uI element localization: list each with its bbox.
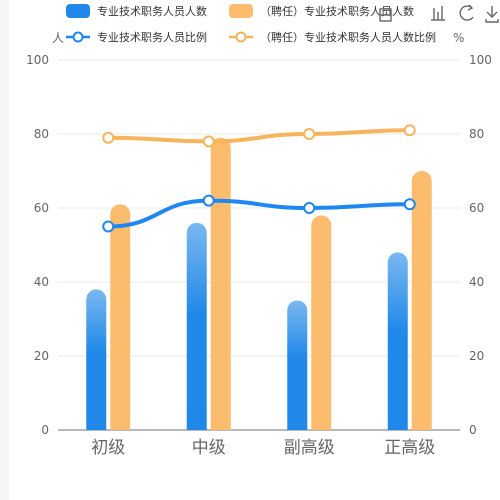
bar-series-1-3[interactable] xyxy=(411,171,432,430)
legend-label: （聘任）专业技术职务人员人数比例 xyxy=(260,30,436,44)
bar-series-0-0[interactable] xyxy=(86,289,107,430)
x-axis-category-label: 中级 xyxy=(192,438,226,458)
right-axis-tick-label: 20 xyxy=(469,349,484,363)
legend-item-series-1[interactable]: （聘任）专业技术职务人员人数 xyxy=(229,4,414,18)
right-axis-tick-label: 80 xyxy=(469,127,484,141)
legend-swatch xyxy=(229,4,253,18)
legend-label: （聘任）专业技术职务人员人数 xyxy=(260,4,414,18)
left-axis-tick-label: 20 xyxy=(34,349,49,363)
line-point-1-0[interactable] xyxy=(102,131,115,144)
bar-series-0-1[interactable] xyxy=(186,222,207,430)
legend-label: 专业技术职务人员人数 xyxy=(97,4,207,18)
left-axis-ticks: 0 20 40 60 80 100 xyxy=(26,53,49,437)
left-axis-tick-label: 60 xyxy=(34,201,49,215)
bar-chart-icon[interactable] xyxy=(431,6,445,21)
line-series-0[interactable] xyxy=(106,198,412,229)
left-axis-tick-label: 0 xyxy=(41,423,49,437)
line-point-1-2[interactable] xyxy=(303,128,316,140)
download-icon[interactable] xyxy=(485,6,499,23)
line-point-0-1[interactable] xyxy=(202,194,215,207)
bar-series-0-2[interactable] xyxy=(287,300,308,431)
legend: 专业技术职务人员人数 （聘任）专业技术职务人员人数 专业技术职务人员比例 （聘任… xyxy=(66,4,436,44)
line-point-0-2[interactable] xyxy=(303,202,316,214)
line-point-1-1[interactable] xyxy=(202,135,215,148)
legend-item-series-3[interactable]: （聘任）专业技术职务人员人数比例 xyxy=(229,30,436,44)
bar-series-1-2[interactable] xyxy=(311,215,332,430)
chart-panel: 专业技术职务人员人数 （聘任）专业技术职务人员人数 专业技术职务人员比例 （聘任… xyxy=(9,0,500,500)
bar-series-1-1[interactable] xyxy=(210,137,231,430)
right-axis-tick-label: 0 xyxy=(469,423,477,437)
refresh-icon[interactable] xyxy=(459,4,474,21)
left-axis-tick-label: 80 xyxy=(34,127,49,141)
bar-series-0-3[interactable] xyxy=(387,252,408,430)
chart: 专业技术职务人员人数 （聘任）专业技术职务人员人数 专业技术职务人员比例 （聘任… xyxy=(26,4,499,458)
left-axis-tick-label: 100 xyxy=(26,53,49,67)
right-axis-tick-label: 40 xyxy=(469,275,484,289)
legend-marker xyxy=(235,31,247,43)
legend-item-series-2[interactable]: 专业技术职务人员比例 xyxy=(66,30,207,44)
right-axis-ticks: 0 20 40 60 80 100 xyxy=(469,53,492,437)
right-axis-tick-label: 100 xyxy=(469,53,492,67)
lines xyxy=(102,124,416,233)
x-axis-category-label: 副高级 xyxy=(284,438,335,458)
right-axis-tick-label: 60 xyxy=(469,201,484,215)
legend-swatch xyxy=(66,4,90,18)
line-point-1-3[interactable] xyxy=(403,124,416,137)
x-axis-category-label: 初级 xyxy=(91,438,125,458)
bar-series-1-0[interactable] xyxy=(110,204,131,430)
legend-label: 专业技术职务人员比例 xyxy=(97,30,207,44)
line-series-1[interactable] xyxy=(106,128,412,144)
x-axis-labels: 初级 中级 副高级 正高级 xyxy=(91,438,435,458)
line-point-0-3[interactable] xyxy=(403,198,416,211)
toolbox xyxy=(379,4,499,23)
legend-marker xyxy=(72,31,84,43)
right-axis-unit: % xyxy=(453,31,464,45)
legend-item-series-0[interactable]: 专业技术职务人员人数 xyxy=(66,4,207,18)
left-axis-tick-label: 40 xyxy=(34,275,49,289)
left-axis-unit: 人 xyxy=(52,31,64,45)
bars xyxy=(86,137,432,431)
x-axis-category-label: 正高级 xyxy=(384,438,435,458)
line-point-0-0[interactable] xyxy=(102,220,115,233)
restore-icon[interactable] xyxy=(379,8,392,22)
